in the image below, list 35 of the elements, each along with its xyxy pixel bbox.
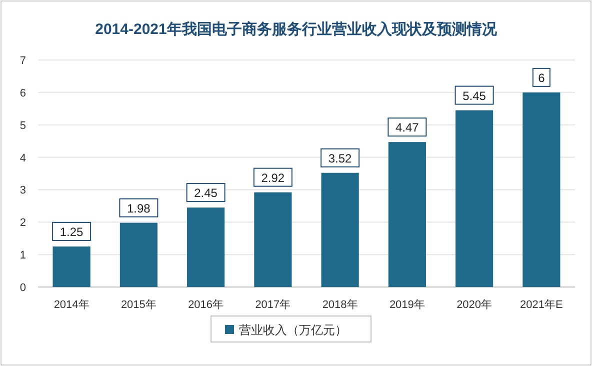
data-label: 2.45: [194, 186, 218, 200]
bar: [187, 208, 225, 287]
x-tick-label: 2021年E: [520, 299, 563, 311]
bar: [254, 192, 292, 287]
y-tick-label: 7: [20, 55, 26, 67]
x-tick-label: 2017年: [255, 299, 291, 311]
bar: [120, 222, 158, 287]
data-label: 4.47: [396, 120, 420, 135]
data-label: 1.25: [60, 224, 84, 239]
y-tick-label: 4: [20, 152, 26, 164]
y-tick-label: 2: [20, 217, 26, 230]
bar: [456, 110, 494, 287]
bar: [522, 92, 560, 287]
legend: 营业收入（万亿元）: [210, 316, 372, 342]
y-tick-label: 0: [20, 282, 26, 294]
data-label: 3.52: [328, 151, 352, 166]
x-tick-label: 2019年: [389, 299, 425, 311]
data-label: 5.45: [462, 88, 486, 103]
bar: [321, 172, 359, 287]
bar: [388, 142, 426, 287]
y-tick-label: 1: [20, 250, 26, 262]
x-tick-label: 2020年: [456, 299, 492, 311]
x-tick-label: 2016年: [188, 299, 224, 311]
data-label: 2.92: [261, 170, 285, 185]
x-tick-label: 2015年: [120, 299, 156, 311]
y-tick-label: 5: [20, 120, 26, 132]
legend-label: 营业收入（万亿元）: [239, 323, 347, 337]
bar: [52, 246, 90, 287]
x-tick-label: 2018年: [322, 299, 358, 311]
y-tick-label: 6: [20, 87, 26, 100]
x-tick-label: 2014年: [54, 299, 90, 311]
data-label: 1.98: [127, 201, 151, 216]
data-label: 6: [538, 70, 546, 85]
chart-title: 2014-2021年我国电子商务服务行业营业收入现状及预测情况: [95, 20, 498, 38]
y-tick-label: 3: [20, 184, 26, 197]
